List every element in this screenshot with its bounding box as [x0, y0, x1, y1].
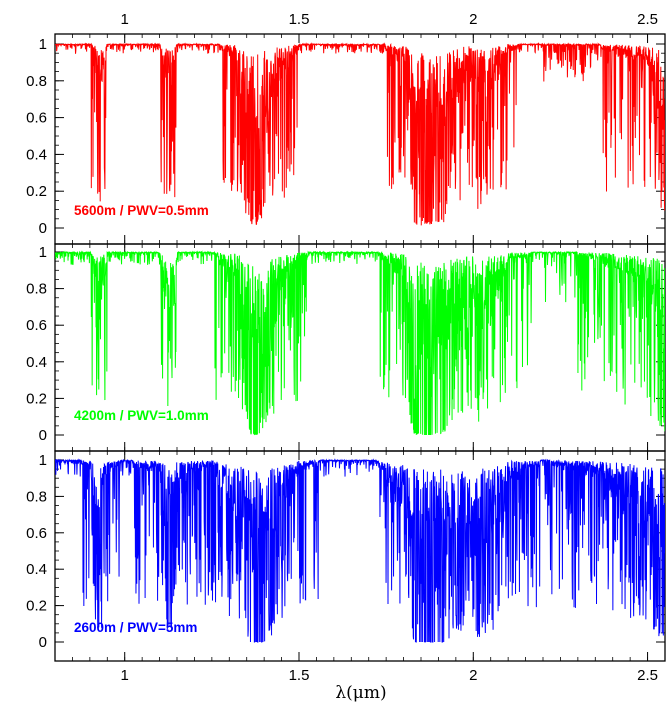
x-tick-label-bottom: 1.5: [289, 667, 310, 684]
y-tick-label: 0.6: [26, 317, 47, 334]
y-tick-label: 0.6: [26, 525, 47, 542]
y-tick-label: 0: [39, 634, 47, 651]
y-tick-label: 0.8: [26, 281, 47, 298]
panel-3-frame: [54, 450, 666, 662]
x-tick-label-bottom: 1: [121, 667, 129, 684]
panel-1: 0 0.2 0.4 0.6 0.8 1 5600m / PWV=0.5mm: [26, 33, 666, 245]
x-axis: 1 1 1.5 1.5 2 2 2.5 2.5: [121, 11, 658, 684]
panel-1-series-line: [55, 42, 665, 226]
y-tick-label: 0: [39, 427, 47, 444]
panel-2-series-line: [55, 250, 665, 436]
y-tick-label: 0.4: [26, 561, 47, 578]
x-tick-label-top: 1: [121, 11, 129, 28]
y-tick-label: 0.2: [26, 598, 47, 615]
y-tick-label: 0.2: [26, 183, 47, 200]
y-tick-label: 1: [39, 452, 47, 469]
x-tick-label-bottom: 2: [469, 667, 477, 684]
y-tick-label: 1: [39, 244, 47, 261]
y-tick-label: 0: [39, 220, 47, 237]
y-tick-label: 0.8: [26, 488, 47, 505]
panel-3: 0 0.2 0.4 0.6 0.8 1 2600m / PWV=5mm: [26, 450, 666, 662]
panel-2: 0 0.2 0.4 0.6 0.8 1 4200m / PWV=1.0mm: [26, 243, 666, 452]
y-tick-label: 0.8: [26, 73, 47, 90]
panel-3-label: 2600m / PWV=5mm: [74, 620, 197, 635]
panel-1-label: 5600m / PWV=0.5mm: [74, 203, 209, 218]
y-tick-label: 0.2: [26, 390, 47, 407]
y-tick-label: 0.4: [26, 146, 47, 163]
y-tick-label: 0.4: [26, 354, 47, 371]
panels-group: 0 0.2 0.4 0.6 0.8 1 5600m / PWV=0.5mm 0 0.2 0.4 0.…: [26, 33, 666, 662]
x-tick-label-bottom: 2.5: [637, 667, 658, 684]
x-tick-label-top: 1.5: [289, 11, 310, 28]
y-tick-label: 0.6: [26, 110, 47, 127]
panel-2-label: 4200m / PWV=1.0mm: [74, 408, 209, 423]
y-tick-label: 1: [39, 36, 47, 53]
x-tick-label-top: 2: [469, 11, 477, 28]
panel-3-series-line: [55, 458, 665, 643]
x-axis-title: λ(μm): [335, 683, 386, 703]
x-tick-label-top: 2.5: [637, 11, 658, 28]
